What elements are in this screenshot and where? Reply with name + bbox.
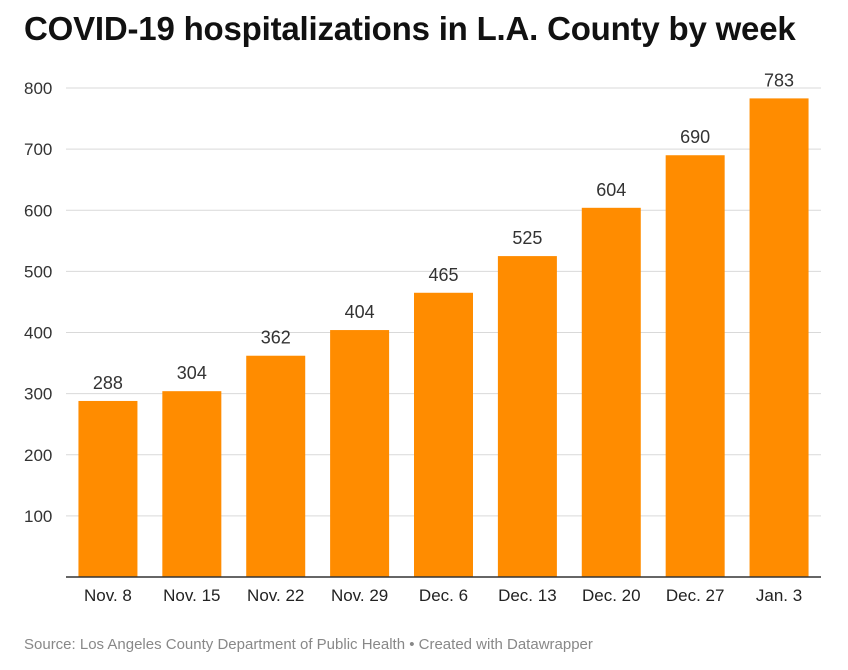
bar-value-label: 304 [177,363,207,383]
y-tick-label: 200 [24,446,52,465]
x-category-label: Nov. 15 [163,586,220,605]
x-axis-categories: Nov. 8 Nov. 15 Nov. 22 Nov. 29 Dec. 6 Dec. 13… [84,586,802,605]
bar [749,98,809,578]
x-category-label: Jan. 3 [756,586,802,605]
bar-value-label: 690 [680,127,710,147]
bar-value-label: 525 [512,228,542,248]
bar-chart: 100 200 300 400 500 600 700 800 288 304 362 404 465… [24,70,821,605]
y-axis-ticks: 100 200 300 400 500 600 700 800 [24,79,52,526]
bar-value-label: 783 [764,70,794,90]
chart-title: COVID-19 hospitalizations in L.A. County… [24,10,796,47]
bar [162,391,222,577]
y-tick-label: 600 [24,201,52,220]
y-tick-label: 500 [24,262,52,281]
x-category-label: Nov. 29 [331,586,388,605]
value-labels: 288 304 362 404 465 525 604 690 783 [93,70,794,393]
bar [78,400,138,577]
x-category-label: Dec. 20 [582,586,641,605]
y-tick-label: 300 [24,385,52,404]
x-category-label: Dec. 6 [419,586,468,605]
y-tick-label: 800 [24,79,52,98]
bar-value-label: 465 [428,265,458,285]
bar [581,207,641,577]
y-tick-label: 400 [24,324,52,343]
x-category-label: Dec. 13 [498,586,557,605]
bars [78,98,809,578]
bar-value-label: 604 [596,180,626,200]
x-category-label: Nov. 22 [247,586,304,605]
x-category-label: Dec. 27 [666,586,725,605]
bar [665,155,725,578]
bar-value-label: 362 [261,328,291,348]
y-tick-label: 100 [24,507,52,526]
source-note: Source: Los Angeles County Department of… [24,636,593,653]
y-tick-label: 700 [24,140,52,159]
x-category-label: Nov. 8 [84,586,132,605]
bar-value-label: 288 [93,373,123,393]
bar [414,292,473,577]
bar [497,256,557,577]
bar [330,330,390,577]
bar [246,355,306,577]
bar-value-label: 404 [345,302,375,322]
